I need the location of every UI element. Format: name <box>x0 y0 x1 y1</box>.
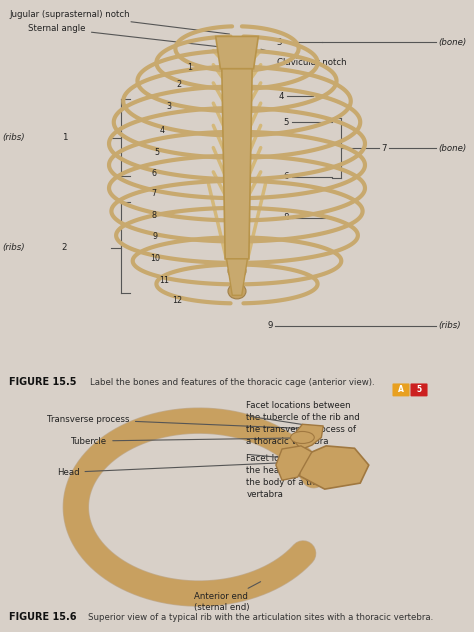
Text: 8: 8 <box>283 213 289 222</box>
Text: Sternal angle: Sternal angle <box>28 24 225 47</box>
Text: 10: 10 <box>150 254 160 263</box>
Polygon shape <box>276 446 312 480</box>
Polygon shape <box>222 69 252 259</box>
Text: Jugular (suprasternal) notch: Jugular (suprasternal) notch <box>9 9 229 34</box>
Text: Facet locations between
the tubercle of the rib and
the transverse process of
a : Facet locations between the tubercle of … <box>246 401 360 446</box>
Circle shape <box>228 203 246 218</box>
Text: 5: 5 <box>283 118 289 126</box>
Text: Facet locations between
the head of the rib and
the body of a thoracic
vertabra: Facet locations between the head of the … <box>246 454 351 499</box>
FancyBboxPatch shape <box>392 384 410 396</box>
Text: (ribs): (ribs) <box>438 321 461 330</box>
Text: 3: 3 <box>167 102 172 111</box>
Text: (bone): (bone) <box>438 143 467 152</box>
Circle shape <box>228 82 246 97</box>
Text: Head: Head <box>57 463 282 477</box>
Text: Tubercle: Tubercle <box>71 437 295 446</box>
Text: A: A <box>398 386 404 394</box>
Text: Label the bones and features of the thoracic cage (anterior view).: Label the bones and features of the thor… <box>90 379 374 387</box>
Polygon shape <box>300 446 369 489</box>
Text: 7: 7 <box>382 143 387 152</box>
Text: 8: 8 <box>152 211 156 220</box>
Circle shape <box>291 432 314 444</box>
Circle shape <box>228 223 246 238</box>
Polygon shape <box>227 259 247 295</box>
Polygon shape <box>216 37 258 69</box>
Text: 2: 2 <box>177 80 182 89</box>
Circle shape <box>228 264 246 279</box>
Text: 9: 9 <box>267 321 273 330</box>
Text: 9: 9 <box>153 232 158 241</box>
Circle shape <box>228 61 246 76</box>
Text: (ribs): (ribs) <box>2 243 25 252</box>
Circle shape <box>228 142 246 157</box>
Text: 6: 6 <box>283 173 289 181</box>
Text: FIGURE 15.5: FIGURE 15.5 <box>9 377 77 387</box>
Circle shape <box>228 162 246 178</box>
Text: 4: 4 <box>159 126 164 135</box>
Text: 4: 4 <box>279 92 284 100</box>
Text: Superior view of a typical rib with the articulation sites with a thoracic verte: Superior view of a typical rib with the … <box>88 614 433 623</box>
Text: 2: 2 <box>62 243 67 252</box>
Text: 1: 1 <box>187 63 192 72</box>
Text: (ribs): (ribs) <box>2 133 25 142</box>
Text: 6: 6 <box>152 169 156 178</box>
Circle shape <box>228 243 246 258</box>
Circle shape <box>228 183 246 198</box>
Text: (bone): (bone) <box>438 38 467 47</box>
Text: 11: 11 <box>159 276 169 285</box>
Text: Clavicular notch: Clavicular notch <box>261 49 347 67</box>
Text: 12: 12 <box>172 296 182 305</box>
Text: 5: 5 <box>154 148 159 157</box>
Circle shape <box>228 122 246 137</box>
Polygon shape <box>292 424 323 449</box>
Text: 1: 1 <box>62 133 67 142</box>
Text: Transverse process: Transverse process <box>47 415 297 428</box>
Text: 3: 3 <box>276 38 282 47</box>
Text: Anterior end
(sternal end): Anterior end (sternal end) <box>194 581 261 612</box>
Circle shape <box>228 102 246 117</box>
Text: FIGURE 15.6: FIGURE 15.6 <box>9 612 77 623</box>
Text: 7: 7 <box>152 188 156 198</box>
Text: 5: 5 <box>417 386 421 394</box>
Circle shape <box>228 284 246 299</box>
FancyBboxPatch shape <box>410 384 428 396</box>
